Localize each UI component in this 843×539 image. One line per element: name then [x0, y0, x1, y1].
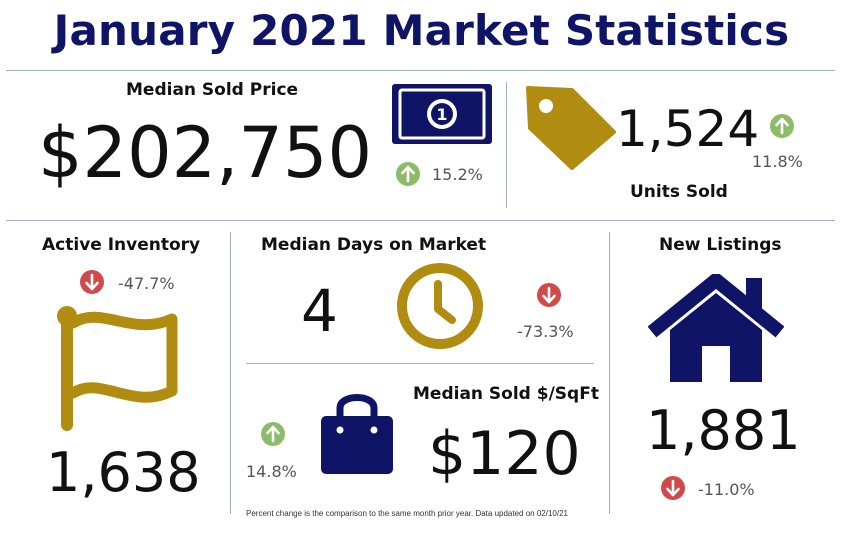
house-icon [647, 270, 785, 389]
median-sold-sqft-change: 14.8% [246, 462, 297, 481]
up-arrow-icon [396, 162, 420, 186]
median-sold-sqft-value: $120 [428, 419, 581, 489]
up-arrow-icon [261, 422, 285, 446]
page-title: January 2021 Market Statistics [53, 6, 790, 55]
units-sold-value: 1,524 [616, 100, 760, 158]
median-sold-sqft-label: Median Sold $/SqFt [413, 384, 599, 404]
right-vertical-divider [609, 232, 610, 514]
left-vertical-divider [230, 232, 231, 514]
top-vertical-divider [506, 82, 507, 208]
footnote: Percent change is the comparison to the … [246, 509, 568, 518]
new-listings-label: New Listings [659, 235, 782, 255]
active-inventory-change: -47.7% [118, 274, 175, 293]
middle-divider [6, 220, 835, 221]
new-listings-value: 1,881 [646, 399, 801, 462]
median-sold-price-change: 15.2% [432, 165, 483, 184]
price-tag-icon [524, 84, 616, 175]
median-days-on-market-value: 4 [301, 277, 338, 345]
clock-icon [394, 260, 486, 357]
down-arrow-icon [661, 476, 685, 500]
new-listings-change: -11.0% [698, 480, 755, 499]
median-sold-price-value: $202,750 [38, 112, 373, 194]
active-inventory-label: Active Inventory [42, 235, 201, 255]
center-divider [246, 363, 594, 364]
dollar-bill-icon: 1 [392, 84, 492, 149]
top-divider [6, 70, 835, 71]
median-sold-price-label: Median Sold Price [126, 80, 299, 100]
units-sold-label: Units Sold [630, 182, 728, 202]
up-arrow-icon [770, 114, 794, 138]
units-sold-change: 11.8% [752, 152, 803, 171]
median-days-on-market-label: Median Days on Market [261, 235, 487, 255]
flag-icon [54, 303, 186, 438]
active-inventory-value: 1,638 [46, 441, 201, 504]
down-arrow-icon [80, 270, 104, 294]
shopping-bag-icon [318, 390, 396, 481]
svg-text:1: 1 [436, 105, 447, 124]
down-arrow-icon [537, 283, 561, 307]
median-days-on-market-change: -73.3% [517, 322, 574, 341]
